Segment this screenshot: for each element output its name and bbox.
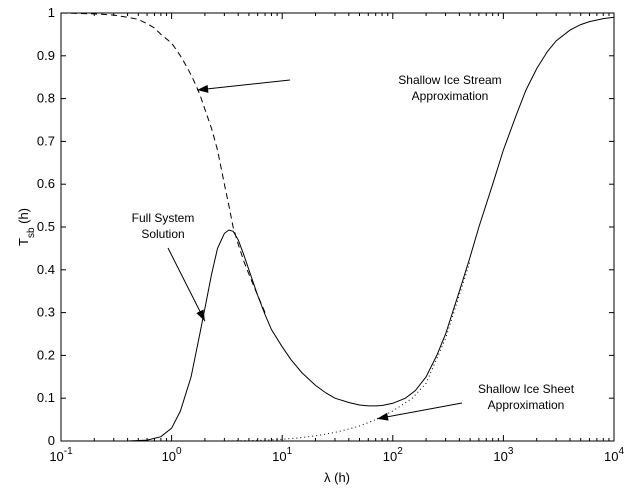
x-tick-label: 103 [493, 446, 513, 464]
annotation: Shallow Ice Stream Approximation [197, 73, 502, 103]
arrow-head-icon [377, 412, 389, 421]
annotation: Shallow Ice Sheet Approximation [376, 382, 575, 421]
svg-text:Tsb (h): Tsb (h) [16, 208, 37, 246]
y-tick-label: 0.9 [37, 48, 55, 63]
x-tick-label-base: 10 [272, 449, 286, 464]
y-tick-label: 0.5 [37, 219, 55, 234]
y-axis-label-main: T [16, 238, 31, 246]
x-tick-label-base: 10 [383, 449, 397, 464]
annotation-text: Shallow Ice Stream [398, 73, 501, 87]
x-axis-ticks: 10-1 100 101 102 103 104 [49, 13, 624, 464]
x-tick-label: 104 [604, 446, 624, 464]
x-tick-label: 100 [162, 446, 182, 464]
y-axis-ticks: 0 0.1 0.2 0.3 0.4 0.5 0.6 0.7 0.8 0.9 1 [37, 5, 614, 448]
annotation-text: Approximation [412, 89, 489, 103]
annotations-layer: Shallow Ice Stream Approximation Full Syst… [132, 73, 575, 421]
y-tick-label: 0.3 [37, 305, 55, 320]
annotation-arrow [197, 79, 291, 91]
x-tick-label-exp: 1 [287, 446, 293, 457]
y-tick-label: 0.2 [37, 347, 55, 362]
x-tick-label-exp: -1 [64, 446, 73, 457]
y-axis-label-suffix: (h) [16, 208, 31, 228]
x-tick-label-exp: 0 [176, 446, 182, 457]
arrow-head-icon [197, 84, 209, 93]
x-tick-label-exp: 3 [508, 446, 514, 457]
series-line-dashed [60, 12, 266, 313]
annotation-text: Shallow Ice Sheet [478, 382, 575, 396]
y-tick-label: 0.1 [37, 390, 55, 405]
y-axis-label: Tsb (h) [16, 208, 37, 246]
y-tick-label: 0.8 [37, 91, 55, 106]
y-tick-label: 0 [48, 433, 55, 448]
annotation: Full System Solution [132, 211, 206, 322]
y-tick-label: 0.7 [37, 133, 55, 148]
x-tick-label-exp: 4 [618, 446, 624, 457]
x-tick-label-base: 10 [162, 449, 176, 464]
series-layer [60, 12, 615, 442]
annotation-text: Solution [141, 227, 184, 241]
x-tick-label-base: 10 [49, 449, 63, 464]
x-tick-label-base: 10 [493, 449, 507, 464]
x-tick-label-exp: 2 [397, 446, 403, 457]
y-tick-label: 0.6 [37, 176, 55, 191]
y-axis-label-sub: sb [26, 227, 37, 238]
series-line-dotted [224, 261, 471, 442]
arrow-head-icon [196, 309, 205, 322]
annotation-arrow [376, 402, 463, 420]
x-tick-label: 10-1 [49, 446, 73, 464]
annotation-text: Approximation [488, 398, 565, 412]
annotation-arrow [167, 247, 206, 322]
series-line-solid [61, 16, 615, 442]
y-tick-label: 1 [48, 5, 55, 20]
x-tick-label: 102 [383, 446, 403, 464]
y-tick-label: 0.4 [37, 262, 55, 277]
x-tick-label-base: 10 [604, 449, 618, 464]
x-tick-label: 101 [272, 446, 292, 464]
annotation-text: Full System [132, 211, 195, 225]
x-axis-label: λ (h) [324, 470, 350, 485]
